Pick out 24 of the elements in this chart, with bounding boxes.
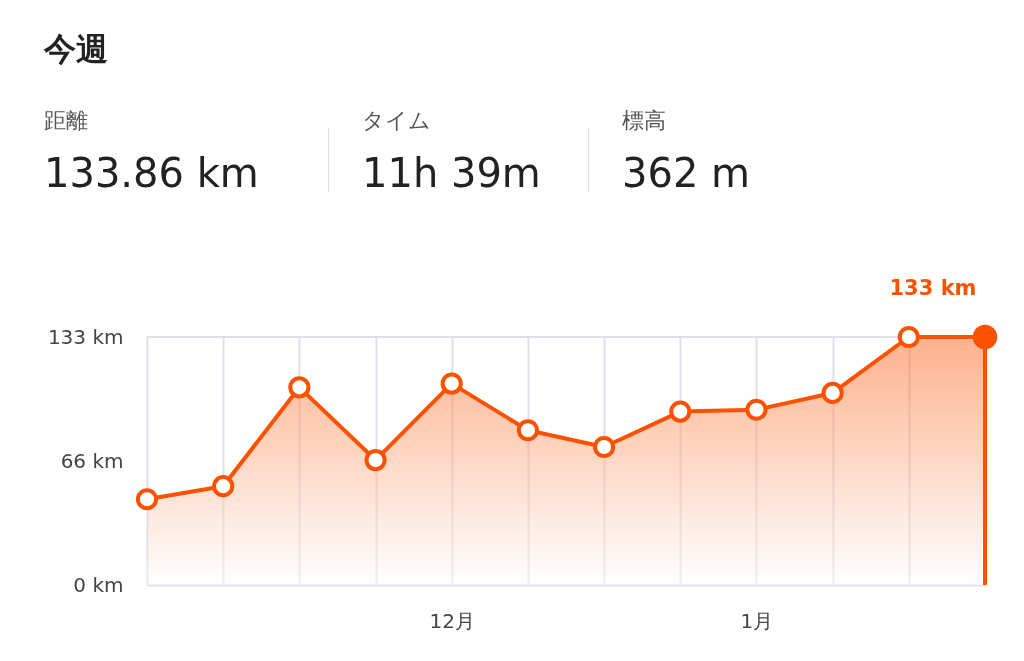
chart-title: 今週 xyxy=(44,29,108,70)
x-tick-label: 12月 xyxy=(429,608,475,633)
point xyxy=(669,400,692,423)
text: 362 m xyxy=(622,150,751,196)
text: タイム xyxy=(362,107,432,135)
y-tick-label: 66 km xyxy=(60,449,124,474)
point xyxy=(135,488,159,511)
point xyxy=(440,372,463,395)
point xyxy=(897,325,920,349)
point xyxy=(364,449,387,472)
annotation: 133 km xyxy=(889,276,977,300)
y-tick-label: 133 km xyxy=(47,324,124,349)
text: 距離 xyxy=(44,107,89,135)
text: 11h 39m xyxy=(362,150,541,196)
point xyxy=(745,398,768,421)
x-tick-label: 1月 xyxy=(740,608,774,633)
y-tick-label: 0 km xyxy=(73,572,124,597)
text: 133.86 km xyxy=(44,150,259,196)
point xyxy=(593,435,616,459)
point xyxy=(288,376,311,399)
point xyxy=(516,419,539,442)
point xyxy=(821,381,844,404)
text: 標高 xyxy=(622,107,667,135)
point xyxy=(212,475,235,498)
